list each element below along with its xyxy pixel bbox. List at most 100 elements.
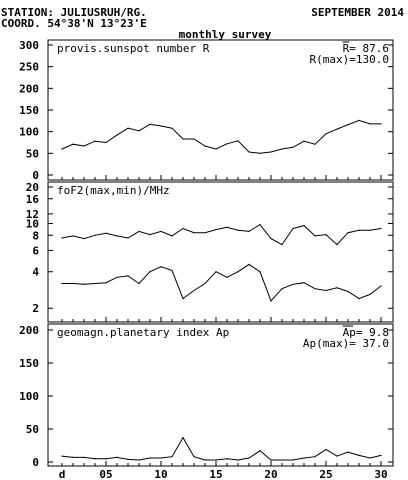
y-tick-label: 300 (19, 39, 39, 52)
series-line-2 (62, 263, 382, 302)
data-point (204, 232, 206, 234)
y-tick-label: 150 (19, 357, 39, 370)
data-point (138, 230, 140, 233)
x-tick-label: 05 (99, 468, 112, 480)
x-tick-label: 25 (319, 468, 332, 480)
data-point (237, 271, 239, 273)
data-point (226, 276, 228, 278)
data-point (127, 458, 129, 460)
y-tick-label: 20 (26, 181, 39, 194)
data-point (358, 119, 360, 121)
data-point (336, 455, 338, 457)
data-point (358, 298, 360, 300)
panel-stat: R= 87.6 (343, 42, 389, 55)
data-point (292, 459, 294, 461)
data-point (105, 141, 107, 144)
data-point (347, 232, 349, 234)
data-point (94, 458, 96, 460)
data-point (160, 125, 162, 127)
data-point (259, 450, 261, 452)
data-point (72, 143, 74, 145)
panel-frame (47, 323, 394, 467)
data-point (270, 459, 272, 461)
series-line-1 (61, 223, 382, 246)
data-point (380, 123, 382, 125)
data-point (171, 235, 173, 237)
data-point (127, 127, 129, 129)
y-tick-label: 10 (26, 217, 39, 230)
panel-title: provis.sunspot number R (57, 42, 210, 55)
y-tick-label: 200 (19, 324, 39, 337)
data-point (237, 459, 239, 461)
data-point (347, 124, 349, 126)
data-point (215, 148, 217, 150)
data-point (325, 448, 327, 451)
x-tick-label: 30 (374, 468, 387, 480)
data-point (116, 134, 118, 136)
survey-subtitle: monthly survey (179, 28, 272, 41)
y-tick-label: 200 (19, 82, 39, 95)
y-tick-label: 6 (32, 244, 39, 257)
series-line-1 (61, 436, 382, 461)
y-tick-label: 50 (26, 423, 39, 436)
data-point (215, 229, 217, 231)
panel-frame (47, 181, 394, 323)
data-point (259, 152, 261, 154)
panel-1: 0 50 100 150 200 250 300 provis.sunspot number … (19, 39, 394, 182)
panel-title: geomagn.planetary index Ap (57, 326, 229, 339)
data-point (270, 151, 272, 153)
data-point (182, 138, 184, 140)
data-point (61, 282, 63, 285)
data-point (281, 459, 283, 461)
data-point (336, 243, 338, 246)
data-point (248, 230, 250, 233)
data-point (303, 457, 305, 459)
data-point (171, 269, 173, 272)
data-point (347, 451, 349, 453)
y-tick-label: 100 (19, 126, 39, 139)
data-point (105, 232, 107, 234)
month-label: SEPTEMBER 2014 (311, 6, 404, 19)
data-point (182, 298, 184, 300)
data-point (138, 130, 140, 132)
data-point (369, 123, 371, 125)
data-point (193, 456, 195, 458)
x-tick-label: 10 (154, 468, 167, 480)
data-point (314, 456, 316, 458)
data-point (83, 283, 85, 285)
data-point (358, 454, 360, 456)
data-point (61, 237, 63, 239)
coordinates-label: COORD. 54°38'N 13°23'E (1, 17, 147, 30)
panel-stat: R(max)=130.0 (310, 53, 389, 66)
data-point (259, 223, 261, 226)
x-axis: d 05 10 15 20 25 30 (59, 468, 388, 480)
data-point (259, 271, 261, 273)
data-point (149, 233, 151, 236)
data-point (83, 456, 85, 458)
data-point (281, 148, 283, 150)
data-point (325, 233, 327, 236)
panel-title: foF2(max,min)/MHz (57, 184, 170, 197)
y-tick-label: 8 (32, 229, 39, 242)
data-point (72, 282, 74, 285)
x-tick-label: 20 (264, 468, 277, 480)
data-point (105, 282, 107, 284)
data-point (369, 293, 371, 296)
data-point (270, 238, 272, 240)
data-point (336, 128, 338, 130)
data-point (314, 235, 316, 237)
data-point (358, 229, 360, 231)
data-point (336, 287, 338, 289)
panel-3: 0 50 100 150 200 geomagn.planetary index Ap Ap… (19, 323, 394, 469)
data-point (270, 300, 272, 302)
y-tick-label: 100 (19, 390, 39, 403)
data-point (72, 235, 74, 237)
data-point (193, 138, 195, 140)
x-tick-label: d (59, 468, 66, 480)
y-tick-label: 12 (26, 208, 39, 221)
panel-stat: Ap= 9.8 (343, 326, 389, 339)
data-point (83, 145, 85, 147)
